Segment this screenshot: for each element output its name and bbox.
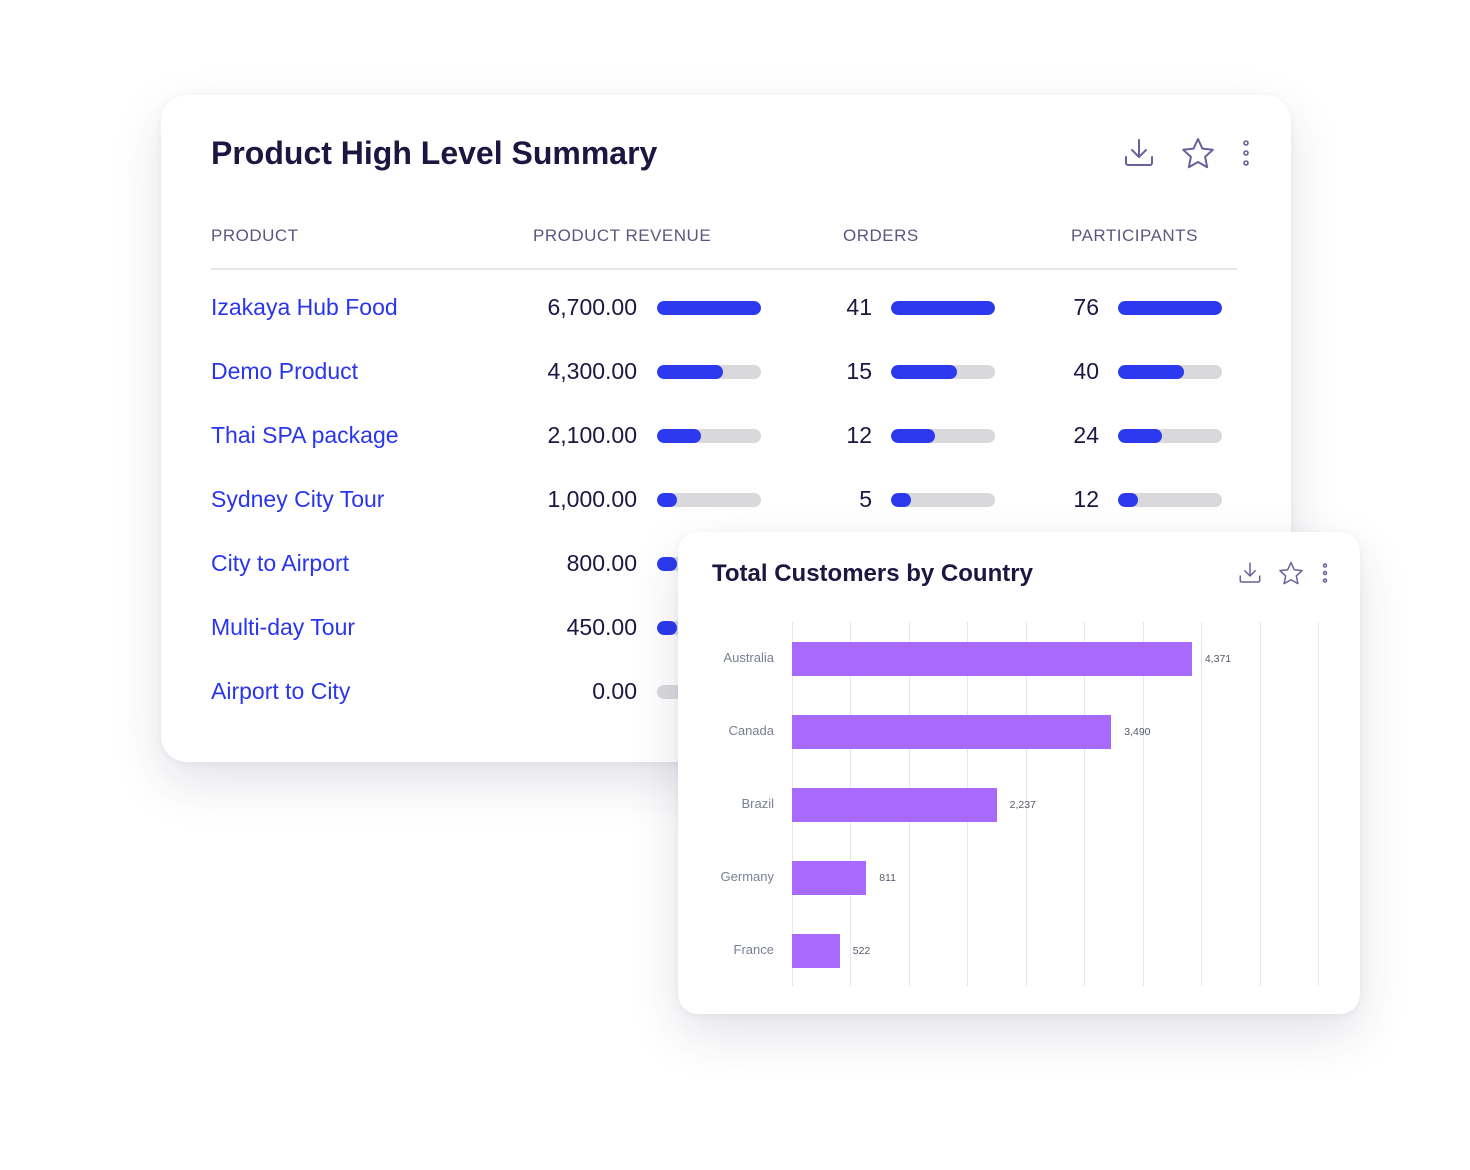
- star-icon[interactable]: [1181, 137, 1215, 174]
- orders-progress-fill: [891, 301, 995, 315]
- data-label: 811: [879, 872, 896, 884]
- data-label: 2,237: [1009, 799, 1036, 811]
- participants-value: 40: [1073, 358, 1099, 384]
- orders-progress-fill: [891, 493, 911, 507]
- product-link[interactable]: Thai SPA package: [211, 422, 399, 448]
- bar-australia[interactable]: [792, 642, 1192, 676]
- orders-value: 41: [846, 294, 872, 320]
- table-row: Sydney City Tour 1,000.00 5 12: [161, 486, 1291, 526]
- orders-progress-fill: [891, 429, 935, 443]
- table-row: Thai SPA package 2,100.00 12 24: [161, 422, 1291, 462]
- participants-progress-fill: [1118, 493, 1138, 507]
- orders-value: 5: [859, 486, 872, 512]
- revenue-progress-fill: [657, 365, 723, 379]
- orders-progress-bar: [891, 301, 995, 315]
- bar-canada[interactable]: [792, 715, 1112, 749]
- product-link[interactable]: City to Airport: [211, 550, 350, 576]
- orders-value: 12: [846, 422, 872, 448]
- orders-progress-bar: [891, 429, 995, 443]
- participants-progress-fill: [1118, 365, 1184, 379]
- gridline: [1259, 622, 1261, 986]
- revenue-progress-fill: [657, 301, 761, 315]
- card-title: Total Customers by Country: [712, 560, 1033, 587]
- orders-progress-bar: [891, 493, 995, 507]
- participants-progress-fill: [1118, 429, 1162, 443]
- gridline: [1142, 622, 1144, 986]
- revenue-value: 4,300.00: [547, 358, 637, 384]
- revenue-progress-bar: [657, 493, 761, 507]
- orders-value: 15: [846, 358, 872, 384]
- orders-progress-fill: [891, 365, 957, 379]
- header-divider: [211, 268, 1237, 270]
- category-label: Brazil: [741, 796, 774, 811]
- data-label: 522: [852, 945, 871, 957]
- column-header-participants: PARTICIPANTS: [1071, 226, 1198, 245]
- category-label: Germany: [720, 869, 774, 884]
- category-label: France: [733, 942, 774, 957]
- product-link[interactable]: Multi-day Tour: [211, 614, 356, 640]
- revenue-progress-fill: [657, 493, 677, 507]
- revenue-progress-bar: [657, 429, 761, 443]
- data-label: 3,490: [1124, 726, 1151, 738]
- bar-germany[interactable]: [792, 861, 867, 895]
- column-header-orders: ORDERS: [843, 226, 919, 245]
- product-link[interactable]: Demo Product: [211, 358, 359, 384]
- product-link[interactable]: Izakaya Hub Food: [211, 294, 398, 320]
- table-row: Demo Product 4,300.00 15 40: [161, 358, 1291, 398]
- more-vertical-icon[interactable]: [1241, 137, 1251, 174]
- participants-progress-bar: [1118, 301, 1222, 315]
- star-icon[interactable]: [1278, 561, 1304, 590]
- revenue-value: 450.00: [566, 614, 637, 640]
- participants-value: 24: [1073, 422, 1099, 448]
- product-link[interactable]: Sydney City Tour: [211, 486, 385, 512]
- data-label: 4,371: [1204, 653, 1232, 665]
- download-icon[interactable]: [1238, 561, 1262, 590]
- orders-progress-bar: [891, 365, 995, 379]
- participants-value: 12: [1073, 486, 1099, 512]
- revenue-value: 1,000.00: [547, 486, 637, 512]
- revenue-value: 800.00: [566, 550, 637, 576]
- revenue-progress-bar: [657, 365, 761, 379]
- revenue-value: 6,700.00: [547, 294, 637, 320]
- card-title: Product High Level Summary: [211, 135, 658, 171]
- participants-progress-bar: [1118, 429, 1222, 443]
- participants-progress-bar: [1118, 365, 1222, 379]
- revenue-value: 2,100.00: [547, 422, 637, 448]
- participants-value: 76: [1073, 294, 1099, 320]
- country-chart-card: Total Customers by Country Australia 4,37…: [678, 532, 1360, 1014]
- bar-france[interactable]: [792, 934, 840, 968]
- revenue-progress-fill: [657, 557, 677, 571]
- revenue-progress-fill: [657, 621, 677, 635]
- gridline: [1025, 622, 1027, 986]
- gridline: [1318, 622, 1319, 986]
- column-header-product: PRODUCT: [211, 226, 299, 245]
- revenue-value: 0.00: [592, 678, 637, 704]
- participants-progress-fill: [1118, 301, 1222, 315]
- gridline: [1084, 622, 1086, 986]
- gridline: [1201, 622, 1203, 986]
- participants-progress-bar: [1118, 493, 1222, 507]
- category-label: Australia: [723, 650, 774, 665]
- category-label: Canada: [728, 723, 774, 738]
- download-icon[interactable]: [1123, 137, 1155, 174]
- table-row: Izakaya Hub Food 6,700.00 41 76: [161, 294, 1291, 334]
- product-link[interactable]: Airport to City: [211, 678, 351, 704]
- bar-brazil[interactable]: [792, 788, 997, 822]
- revenue-progress-fill: [657, 429, 701, 443]
- revenue-progress-bar: [657, 301, 761, 315]
- more-vertical-icon[interactable]: [1320, 561, 1330, 590]
- column-header-revenue: PRODUCT REVENUE: [533, 226, 712, 245]
